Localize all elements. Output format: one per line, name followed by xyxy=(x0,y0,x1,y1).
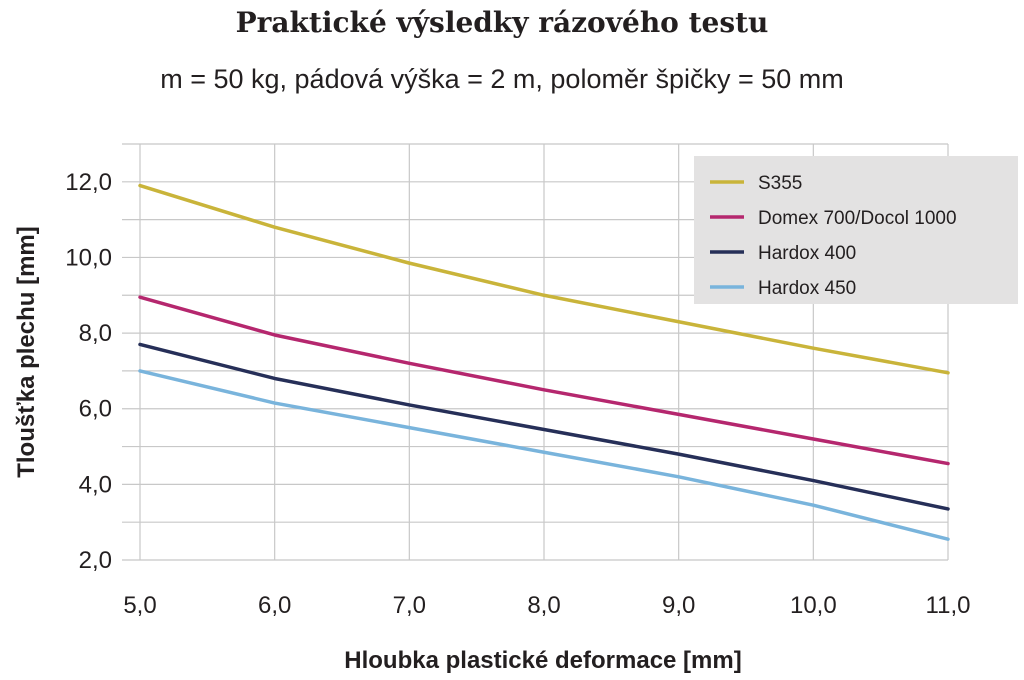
series-line-1 xyxy=(138,295,950,466)
legend-label: S355 xyxy=(758,173,802,194)
chart-title: Praktické výsledky rázového testu xyxy=(235,6,769,39)
x-tick-label: 6,0 xyxy=(258,592,291,619)
legend: S355 Domex 700/Docol 1000 Hardox 400 Hardox… xyxy=(694,156,1018,304)
legend-label: Domex 700/Docol 1000 xyxy=(758,208,957,229)
series-line-2 xyxy=(138,342,950,511)
y-tick-label: 2,0 xyxy=(79,547,112,574)
x-tick-label: 11,0 xyxy=(926,592,971,619)
x-tick-label: 8,0 xyxy=(527,592,560,619)
legend-label: Hardox 400 xyxy=(758,243,856,264)
series-lines xyxy=(138,183,950,541)
tick-labels: 5,0 6,0 7,0 8,0 9,0 10,0 11,0 2,0 4,0 6,0 8,0 10,0 1… xyxy=(65,169,970,619)
y-tick-label: 4,0 xyxy=(79,471,112,498)
y-axis-title: Tloušťka plechu [mm] xyxy=(13,226,40,478)
x-tick-label: 10,0 xyxy=(790,592,837,619)
legend-box xyxy=(694,156,1018,304)
x-tick-label: 9,0 xyxy=(662,592,695,619)
y-tick-label: 12,0 xyxy=(65,169,112,196)
y-tick-label: 10,0 xyxy=(65,244,112,271)
y-tick-label: 8,0 xyxy=(79,320,112,347)
x-axis-title: Hloubka plastické deformace [mm] xyxy=(344,647,741,674)
y-tick-label: 6,0 xyxy=(79,396,112,423)
series-line-3 xyxy=(138,369,950,541)
x-tick-label: 5,0 xyxy=(123,592,156,619)
legend-label: Hardox 450 xyxy=(758,278,856,299)
chart-subtitle: m = 50 kg, pádová výška = 2 m, poloměr š… xyxy=(160,64,844,94)
series-line-0 xyxy=(138,183,950,375)
x-tick-label: 7,0 xyxy=(393,592,426,619)
